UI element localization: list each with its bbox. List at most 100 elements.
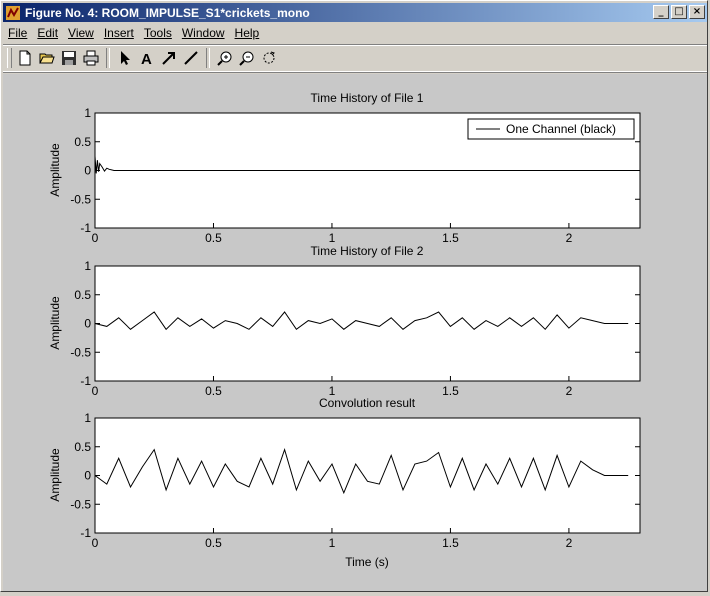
y-tick-label: -0.5 [70, 497, 91, 511]
arrow-draw-icon [162, 52, 175, 65]
y-tick-label: -1 [80, 221, 91, 235]
toolbar-separator [106, 48, 110, 68]
menu-insert-label: Insert [103, 25, 134, 40]
select-button[interactable] [114, 47, 136, 69]
new-file-button[interactable] [14, 47, 36, 69]
toolbar-grip[interactable] [7, 48, 12, 68]
insert-line-button[interactable] [180, 47, 202, 69]
subplot-2-series [94, 311, 629, 331]
x-tick-label: 1 [329, 384, 336, 398]
insert-text-button[interactable]: A [136, 47, 158, 69]
x-tick-label: 0.5 [205, 231, 222, 245]
save-button[interactable] [58, 47, 80, 69]
subplot-1: Time History of File 1 Amplitude 0 0.5 1 1.… [48, 91, 641, 245]
subplot-3-series [94, 447, 629, 495]
open-folder-icon [39, 53, 55, 64]
x-tick-label: 1 [329, 231, 336, 245]
x-tick-label: 0 [92, 536, 99, 550]
subplot-1-series [94, 156, 640, 174]
svg-text:A: A [141, 51, 152, 66]
zoom-out-button[interactable] [236, 47, 258, 69]
minimize-button[interactable]: _ [653, 5, 669, 19]
menu-file[interactable]: File [3, 26, 32, 40]
figure-canvas: Time History of File 1 Amplitude 0 0.5 1 1.… [3, 74, 707, 591]
y-tick-label: -0.5 [70, 192, 91, 206]
y-tick-label: 0 [84, 317, 91, 331]
x-tick-label: 2 [566, 384, 573, 398]
x-tick-label: 2 [566, 231, 573, 245]
axes-3[interactable] [94, 417, 641, 534]
x-tick-label: 0.5 [205, 536, 222, 550]
title-bar[interactable]: Figure No. 4: ROOM_IMPULSE_S1*crickets_m… [3, 3, 707, 22]
toolbar-separator [206, 48, 210, 68]
menu-edit[interactable]: Edit [32, 26, 63, 40]
print-icon [83, 50, 99, 66]
open-button[interactable] [36, 47, 58, 69]
y-tick-label: -1 [80, 526, 91, 540]
matlab-figure-icon [6, 5, 20, 20]
subplot-1-ylabel: Amplitude [48, 143, 62, 197]
x-tick-label: 1.5 [442, 231, 459, 245]
subplot-3: Convolution result Amplitude 0 0.5 1 1.5 210… [48, 396, 641, 569]
new-file-icon [19, 50, 31, 66]
y-tick-label: -0.5 [70, 345, 91, 359]
y-tick-label: 1 [84, 106, 91, 120]
subplot-2: Time History of File 2 Amplitude 0 0.5 1 1.… [48, 244, 641, 398]
y-tick-label: 0.5 [74, 440, 91, 454]
zoom-in-icon [217, 51, 232, 66]
menu-bar: File Edit View Insert Tools Window Help [3, 23, 707, 42]
x-tick-label: 0.5 [205, 384, 222, 398]
menu-help[interactable]: Help [230, 26, 265, 40]
x-tick-label: 0 [92, 231, 99, 245]
y-tick-label: 1 [84, 411, 91, 425]
zoom-out-icon [239, 51, 254, 66]
subplot-1-ticks: 0 0.5 1 1.5 2 1 0.5 0 -0.5 -1 [70, 106, 640, 245]
menu-tools[interactable]: Tools [139, 26, 177, 40]
menu-view[interactable]: View [63, 26, 99, 40]
y-tick-label: 0.5 [74, 135, 91, 149]
subplot-3-ylabel: Amplitude [48, 448, 62, 502]
zoom-in-button[interactable] [214, 47, 236, 69]
menu-window[interactable]: Window [177, 26, 230, 40]
menu-edit-label: Edit [37, 25, 59, 40]
subplot-3-title: Convolution result [319, 396, 416, 410]
subplot-3-ticks: 0 0.5 1 1.5 2 1 0.5 0 -0.5 -1 [70, 411, 640, 550]
text-icon: A [141, 51, 152, 66]
y-tick-label: -1 [80, 374, 91, 388]
window-title: Figure No. 4: ROOM_IMPULSE_S1*crickets_m… [25, 5, 310, 20]
plot-area: Time History of File 1 Amplitude 0 0.5 1 1.… [48, 91, 641, 569]
y-tick-label: 0.5 [74, 288, 91, 302]
maximize-button[interactable]: □ [671, 5, 687, 19]
x-tick-label: 0 [92, 384, 99, 398]
menu-tools-label: Tools [143, 25, 172, 40]
arrow-select-icon [121, 51, 130, 65]
x-tick-label: 1.5 [442, 384, 459, 398]
y-tick-label: 0 [84, 469, 91, 483]
insert-arrow-button[interactable] [158, 47, 180, 69]
print-button[interactable] [80, 47, 102, 69]
toolbar: A [3, 44, 707, 72]
subplot-3-xlabel: Time (s) [345, 555, 389, 569]
x-tick-label: 2 [566, 536, 573, 550]
line-draw-icon [184, 51, 198, 65]
subplot-2-ylabel: Amplitude [48, 296, 62, 350]
save-icon [62, 51, 76, 65]
subplot-2-ticks: 0 0.5 1 1.5 2 1 0.5 0 -0.5 -1 [70, 259, 640, 398]
x-tick-label: 1.5 [442, 536, 459, 550]
y-tick-label: 0 [84, 164, 91, 178]
y-tick-label: 1 [84, 259, 91, 273]
subplot-2-title: Time History of File 2 [311, 244, 424, 258]
menu-insert[interactable]: Insert [99, 26, 139, 40]
menu-help-label: Help [234, 25, 260, 40]
close-button[interactable]: × [689, 5, 705, 19]
menu-file-label: File [8, 25, 28, 40]
rotate-icon [263, 51, 275, 64]
rotate-button[interactable] [258, 47, 280, 69]
menu-view-label: View [68, 25, 94, 40]
legend-label: One Channel (black) [506, 122, 616, 136]
menu-window-label: Window [181, 25, 225, 40]
legend-box[interactable] [467, 118, 635, 140]
subplot-1-title: Time History of File 1 [311, 91, 424, 105]
x-tick-label: 1 [329, 536, 336, 550]
